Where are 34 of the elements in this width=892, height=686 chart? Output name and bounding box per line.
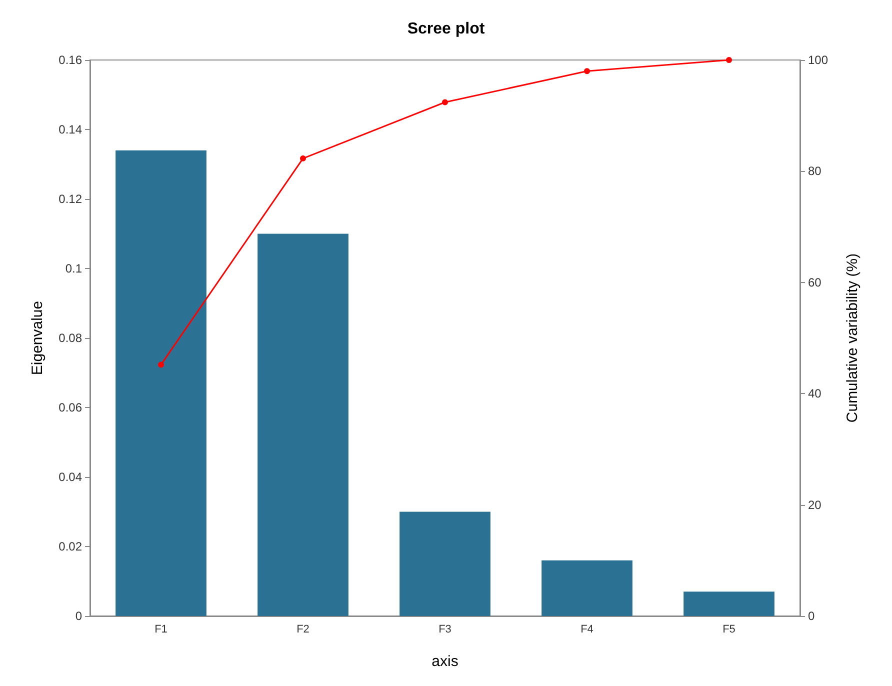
- point: [442, 99, 448, 106]
- y-tick-label: 0.02: [58, 540, 82, 554]
- y-axis-title: Eigenvalue: [29, 300, 46, 376]
- bar: [542, 560, 632, 616]
- chart-title: Scree plot: [407, 20, 486, 38]
- point: [158, 362, 164, 368]
- y-tick-label: 0.16: [58, 53, 82, 67]
- y2-axis-title: Cumulative variability (%): [844, 253, 861, 423]
- point: [726, 57, 732, 63]
- y-tick-label: 0.12: [58, 192, 82, 206]
- x-tick-label: F1: [154, 624, 168, 636]
- y-tick-label: 0.06: [58, 400, 82, 414]
- y-tick-label: 0.1: [65, 262, 82, 276]
- point: [584, 68, 590, 74]
- y2-tick-label: 20: [808, 498, 822, 512]
- y2-tick-label: 100: [808, 53, 828, 67]
- y2-tick-label: 40: [808, 386, 822, 401]
- y-tick-label: 0.04: [58, 470, 82, 484]
- x-axis-title: axis: [432, 653, 458, 670]
- bar: [400, 512, 490, 616]
- y2-tick-label: 0: [808, 609, 815, 623]
- bar: [258, 234, 348, 616]
- x-tick-label: F4: [580, 624, 594, 636]
- y-tick-label: 0: [75, 609, 82, 623]
- bar: [684, 592, 774, 616]
- y2-tick-label: 60: [808, 275, 822, 290]
- x-tick-label: F2: [296, 624, 310, 636]
- x-tick-label: F3: [438, 624, 452, 636]
- y2-tick-label: 80: [808, 164, 822, 178]
- point: [300, 155, 306, 162]
- bar: [116, 150, 206, 616]
- y-tick-label: 0.08: [58, 331, 82, 345]
- x-tick-label: F5: [722, 624, 736, 636]
- y-tick-label: 0.14: [58, 122, 82, 136]
